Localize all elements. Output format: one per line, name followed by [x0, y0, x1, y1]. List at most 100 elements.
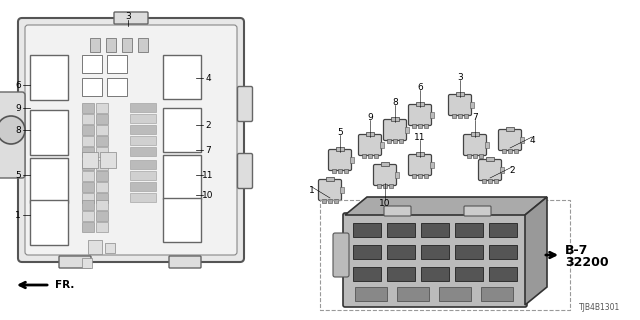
Bar	[328, 199, 332, 203]
Bar	[455, 245, 483, 259]
Bar	[82, 55, 102, 73]
Bar	[82, 152, 98, 168]
Bar	[387, 223, 415, 237]
Bar	[456, 92, 463, 96]
Bar	[368, 154, 372, 158]
Bar	[506, 127, 514, 131]
FancyBboxPatch shape	[374, 164, 397, 186]
Bar	[82, 147, 94, 157]
Bar	[130, 171, 156, 180]
Bar	[412, 174, 416, 178]
Bar	[488, 179, 492, 183]
Text: 6: 6	[417, 83, 423, 92]
Bar	[439, 287, 471, 301]
Bar	[421, 245, 449, 259]
Text: 5: 5	[337, 127, 343, 137]
Text: TJB4B1301: TJB4B1301	[579, 303, 620, 312]
Bar	[417, 152, 424, 156]
Bar	[82, 125, 94, 135]
Bar	[96, 147, 108, 157]
Bar	[387, 245, 415, 259]
Text: 4: 4	[205, 74, 211, 83]
Bar	[122, 38, 132, 52]
Bar	[163, 108, 201, 152]
Bar	[489, 245, 517, 259]
FancyBboxPatch shape	[408, 105, 431, 125]
Bar	[163, 198, 201, 242]
Text: 8: 8	[392, 98, 398, 107]
Bar	[374, 154, 378, 158]
Bar	[514, 149, 518, 153]
Bar	[105, 243, 115, 253]
Bar	[387, 267, 415, 281]
Bar	[30, 200, 68, 245]
Bar	[377, 184, 381, 188]
Text: 9: 9	[15, 103, 21, 113]
Bar	[458, 114, 462, 118]
Bar	[397, 287, 429, 301]
Bar	[30, 55, 68, 100]
Text: 10: 10	[380, 198, 391, 207]
Bar	[82, 136, 94, 146]
FancyBboxPatch shape	[383, 119, 406, 140]
FancyBboxPatch shape	[0, 92, 25, 178]
Bar	[500, 167, 504, 173]
Bar	[82, 193, 94, 203]
Text: 10: 10	[202, 190, 214, 199]
Text: 32200: 32200	[565, 255, 609, 268]
Bar	[467, 154, 471, 158]
Bar	[508, 149, 512, 153]
Bar	[96, 125, 108, 135]
FancyBboxPatch shape	[59, 256, 91, 268]
Bar	[138, 38, 148, 52]
Text: 3: 3	[125, 12, 131, 20]
Bar	[452, 114, 456, 118]
Bar	[362, 154, 366, 158]
Bar	[489, 267, 517, 281]
Bar	[464, 114, 468, 118]
Text: 7: 7	[205, 146, 211, 155]
Text: 4: 4	[529, 135, 535, 145]
FancyBboxPatch shape	[449, 94, 472, 116]
Bar	[338, 169, 342, 173]
Bar	[486, 156, 493, 161]
Bar	[355, 287, 387, 301]
Polygon shape	[345, 197, 547, 215]
Bar	[82, 222, 94, 232]
Bar	[96, 114, 108, 124]
Circle shape	[0, 116, 25, 144]
Bar	[482, 179, 486, 183]
Text: 1: 1	[309, 186, 315, 195]
Bar	[107, 55, 127, 73]
Text: 5: 5	[15, 171, 21, 180]
FancyBboxPatch shape	[25, 25, 237, 255]
Bar	[494, 179, 498, 183]
FancyBboxPatch shape	[384, 206, 411, 216]
Bar	[82, 211, 94, 221]
Bar	[481, 287, 513, 301]
Bar	[88, 240, 102, 254]
Bar	[392, 116, 399, 121]
Bar	[395, 172, 399, 178]
Bar	[472, 132, 479, 136]
Bar	[82, 114, 94, 124]
Bar	[30, 158, 68, 203]
Bar	[405, 127, 409, 133]
Bar	[326, 177, 333, 181]
Bar	[353, 245, 381, 259]
Bar	[417, 102, 424, 106]
Text: 2: 2	[509, 165, 515, 174]
Bar	[96, 200, 108, 210]
Bar	[418, 174, 422, 178]
Bar	[421, 223, 449, 237]
Bar	[337, 147, 344, 151]
Text: 11: 11	[414, 132, 426, 141]
Bar	[96, 193, 108, 203]
Bar	[96, 136, 108, 146]
Text: FR.: FR.	[55, 280, 74, 290]
Bar	[473, 154, 477, 158]
FancyBboxPatch shape	[333, 233, 349, 277]
Bar	[399, 139, 403, 143]
Bar	[130, 147, 156, 156]
Bar	[96, 160, 108, 170]
